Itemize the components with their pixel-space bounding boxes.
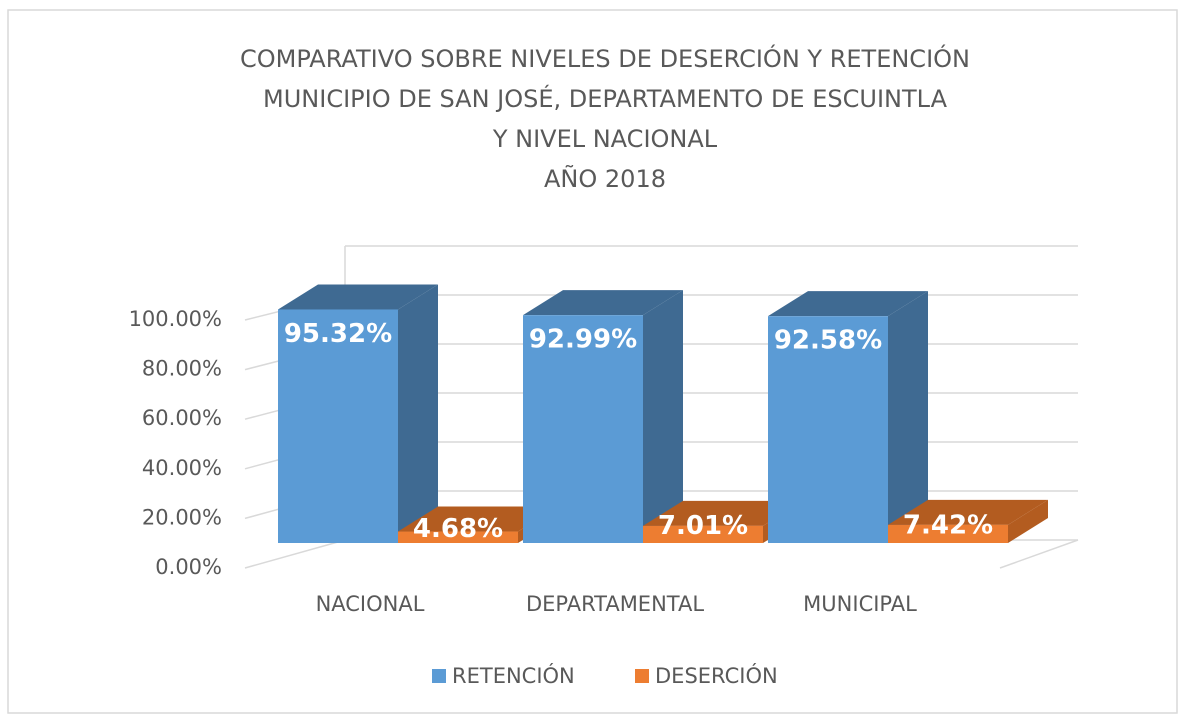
chart-title: COMPARATIVO SOBRE NIVELES DE DESERCIÓN Y…: [240, 43, 970, 73]
bar-top: [768, 291, 928, 317]
data-label: 92.58%: [774, 326, 882, 356]
bar-side: [1008, 499, 1048, 543]
bar-side: [888, 291, 928, 543]
bar-top: [278, 284, 438, 310]
chart-title: MUNICIPIO DE SAN JOSÉ, DEPARTAMENTO DE E…: [263, 84, 948, 113]
chart-title: AÑO 2018: [544, 163, 666, 193]
bar: [643, 525, 763, 543]
bar-top: [398, 506, 558, 532]
data-label: 7.42%: [903, 510, 993, 540]
y-tick-label: 60.00%: [142, 406, 222, 430]
bar-side: [643, 290, 683, 543]
chart-title: Y NIVEL NACIONAL: [492, 125, 718, 153]
bar: [523, 315, 643, 543]
y-tick-label: 40.00%: [142, 456, 222, 480]
legend-label: RETENCIÓN: [452, 663, 575, 688]
x-tick-label: DEPARTAMENTAL: [526, 592, 704, 616]
bar-top: [523, 290, 683, 316]
data-label: 92.99%: [529, 325, 637, 355]
data-label: 7.01%: [658, 511, 748, 541]
x-tick-label: NACIONAL: [316, 592, 425, 616]
bar: [768, 316, 888, 543]
legend-swatch: [432, 669, 446, 683]
x-tick-label: MUNICIPAL: [803, 592, 917, 616]
y-tick-label: 80.00%: [142, 357, 222, 381]
data-label: 95.32%: [284, 319, 392, 349]
bar-side: [398, 284, 438, 543]
legend-swatch: [635, 669, 649, 683]
grid-line: [244, 539, 346, 569]
legend-label: DESERCIÓN: [655, 663, 778, 688]
bar: [888, 524, 1008, 543]
y-tick-label: 100.00%: [129, 307, 222, 331]
bar-top: [888, 499, 1048, 525]
floor-edge: [999, 539, 1079, 569]
bar-top: [643, 500, 803, 526]
data-label: 4.68%: [413, 514, 503, 544]
y-tick-label: 20.00%: [142, 505, 222, 529]
bar: [278, 309, 398, 543]
bar: [398, 531, 518, 543]
y-tick-label: 0.00%: [155, 555, 222, 579]
